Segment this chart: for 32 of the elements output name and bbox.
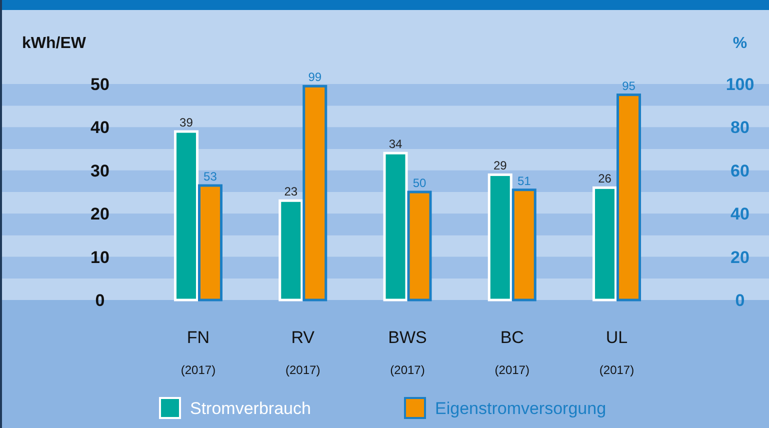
y-axis-title: kWh/EW: [22, 35, 87, 52]
data-label: 53: [204, 170, 218, 184]
x-tick-label: BWS (2017): [388, 328, 427, 377]
legend-label: Stromverbrauch: [190, 398, 311, 418]
data-label: 95: [622, 78, 636, 93]
y-tick-label: 40: [90, 118, 110, 138]
x-tick-label: UL (2017): [599, 328, 634, 377]
y-tick-label: 0: [95, 290, 105, 310]
y2-tick-label: 80: [730, 118, 750, 138]
data-label: 99: [308, 70, 322, 84]
y2-axis-title: %: [732, 35, 748, 52]
x-tick-label: RV (2017): [286, 328, 320, 377]
legend-label: Eigenstromversorgung: [435, 398, 606, 418]
y-tick-label: 50: [90, 74, 110, 94]
x-tick-label: FN (2017): [180, 328, 216, 377]
y-tick-label: 10: [90, 248, 110, 267]
data-label: 26: [598, 172, 612, 186]
data-label: 34: [388, 137, 402, 152]
y-tick-label: 30: [90, 161, 110, 180]
data-label: 23: [284, 184, 298, 199]
x-tick-label: BC (2017): [494, 328, 530, 377]
y2-tick-label: 20: [730, 248, 750, 267]
y2-tick-label: 100: [726, 74, 754, 94]
y2-tick-label: 60: [730, 161, 750, 180]
data-label: 39: [180, 116, 194, 130]
data-label: 50: [412, 176, 426, 190]
data-label: 51: [517, 174, 532, 188]
bar: [302, 84, 328, 302]
y-tick-label: 20: [90, 204, 110, 224]
data-label: 29: [493, 158, 508, 173]
y2-tick-label: 40: [730, 204, 750, 224]
y2-tick-label: 0: [735, 290, 745, 310]
